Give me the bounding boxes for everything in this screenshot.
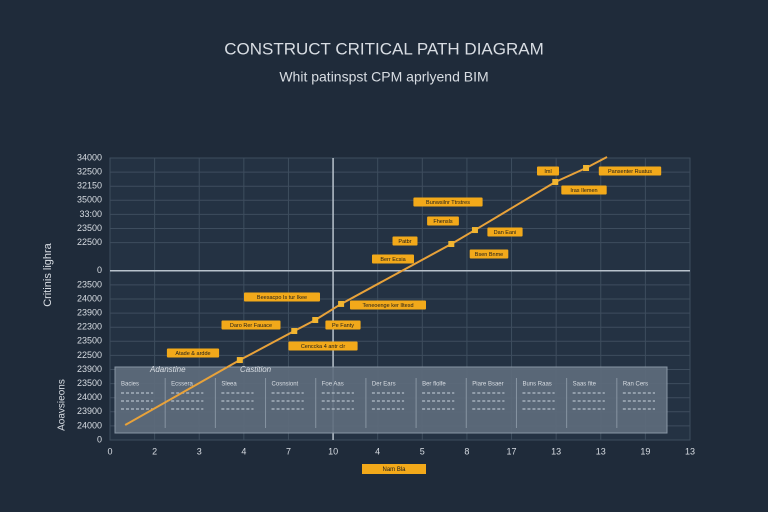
panel-column: Saas fite <box>573 382 597 388</box>
annotation-box <box>392 236 418 246</box>
panel-column: Der Ears <box>372 382 396 388</box>
y-tick-label: 22500 <box>77 350 102 360</box>
annotation-box <box>598 166 662 176</box>
y-tick-label: 34000 <box>77 152 102 162</box>
node-marker <box>583 165 590 172</box>
annotation-box <box>537 166 559 176</box>
panel-header: Adanstine <box>149 365 186 374</box>
annotation-box <box>325 320 361 330</box>
panel-header: Castition <box>240 365 272 374</box>
annotation: Patbr <box>398 239 411 245</box>
annotation-box <box>244 292 320 302</box>
lower-label: Aoavsieons <box>57 379 68 431</box>
y-tick-label: 32150 <box>77 181 102 191</box>
panel-column: Foe Aas <box>322 382 344 388</box>
x-tick-label: 4 <box>375 446 380 456</box>
node-marker <box>471 227 478 234</box>
y-tick-label: 23900 <box>77 364 102 374</box>
annotation: Pe Fanty <box>332 323 354 329</box>
y-tick-label: 23900 <box>77 406 102 416</box>
y-tick-label: 23500 <box>77 378 102 388</box>
x-tick-label: 17 <box>507 446 517 456</box>
y-tick-label: 32500 <box>77 166 102 176</box>
y-axis-label: Critinis lighra <box>42 242 54 306</box>
chart-subtitle: Whit patinspst CPM aprlyend BIM <box>279 69 488 85</box>
y-tick-label: 23500 <box>77 279 102 289</box>
annotation: Dan Eani <box>494 230 517 236</box>
annotation-box <box>427 216 459 226</box>
y-tick-label: 0 <box>97 265 102 275</box>
y-tick-label: 23500 <box>77 336 102 346</box>
annotation: Atade & ardde <box>175 351 210 357</box>
annotation-box <box>561 185 607 195</box>
critical-path-line <box>124 156 608 426</box>
annotation-box <box>166 348 220 358</box>
x-tick-label: 13 <box>596 446 606 456</box>
annotation-box <box>413 197 483 207</box>
annotation: Bsen Bnme <box>475 252 503 258</box>
annotation: Pansenter Ruatus <box>608 169 652 175</box>
x-tick-label: 4 <box>241 446 246 456</box>
annotation: Bunwsilnr Ttrstres <box>426 200 470 206</box>
node-marker <box>312 317 319 324</box>
annotation: Beesacpo Is tur Ikee <box>257 295 307 301</box>
annotation-box <box>372 254 414 264</box>
annotation-box <box>221 320 281 330</box>
annotation: Cenccka 4 antr clr <box>301 344 345 350</box>
x-tick-label: 3 <box>197 446 202 456</box>
x-tick-label: 0 <box>107 446 112 456</box>
y-tick-label: 24000 <box>77 392 102 402</box>
x-tick-label: 13 <box>551 446 561 456</box>
panel-column: Ber flolfe <box>422 382 446 388</box>
x-label-box <box>362 464 426 474</box>
node-marker <box>236 357 243 364</box>
annotation: Iml <box>544 169 551 175</box>
panel-column: Ecssera <box>171 382 193 388</box>
y-tick-label: 0 <box>97 434 102 444</box>
annotation: Iras Ilemen <box>570 188 597 194</box>
x-tick-label: 10 <box>328 446 338 456</box>
annotation-box <box>288 341 358 351</box>
y-tick-label: 24000 <box>77 420 102 430</box>
x-tick-label: 7 <box>286 446 291 456</box>
chart-title: CONSTRUCT CRITICAL PATH DIAGRAM <box>224 39 544 58</box>
annotation: Berr Ecsia <box>380 257 406 263</box>
y-tick-label: 35000 <box>77 195 102 205</box>
y-tick-label: 23500 <box>77 223 102 233</box>
annotation: Teneoenge ker Iltesd <box>362 303 413 309</box>
x-tick-label: 5 <box>420 446 425 456</box>
x-axis-label: Nam Bla <box>382 467 406 473</box>
panel-column: Ran Cers <box>623 382 648 388</box>
x-tick-label: 13 <box>685 446 695 456</box>
activity-panel <box>114 366 668 434</box>
y-tick-label: 22300 <box>77 322 102 332</box>
panel-column: Sleea <box>221 382 237 388</box>
annotation: Daro Rer Fauace <box>230 323 272 329</box>
y-tick-label: 22500 <box>77 237 102 247</box>
node-marker <box>552 178 559 185</box>
y-tick-label: 24000 <box>77 293 102 303</box>
annotation-box <box>350 300 426 310</box>
y-tick-label: 23900 <box>77 307 102 317</box>
node-marker <box>291 328 298 335</box>
x-tick-label: 2 <box>152 446 157 456</box>
panel-column: Buns Raas <box>522 382 551 388</box>
x-tick-label: 8 <box>464 446 469 456</box>
y-tick-label: 33:00 <box>79 209 102 219</box>
panel-column: Piare Bsaer <box>472 382 503 388</box>
x-tick-label: 19 <box>640 446 650 456</box>
panel-column: Bacies <box>121 382 139 388</box>
panel-column: Cosnsiont <box>272 382 299 388</box>
annotation: Fhensls <box>433 219 453 225</box>
node-marker <box>338 300 345 307</box>
node-marker <box>448 241 455 248</box>
annotation-box <box>487 227 523 237</box>
annotation-box <box>469 249 509 259</box>
